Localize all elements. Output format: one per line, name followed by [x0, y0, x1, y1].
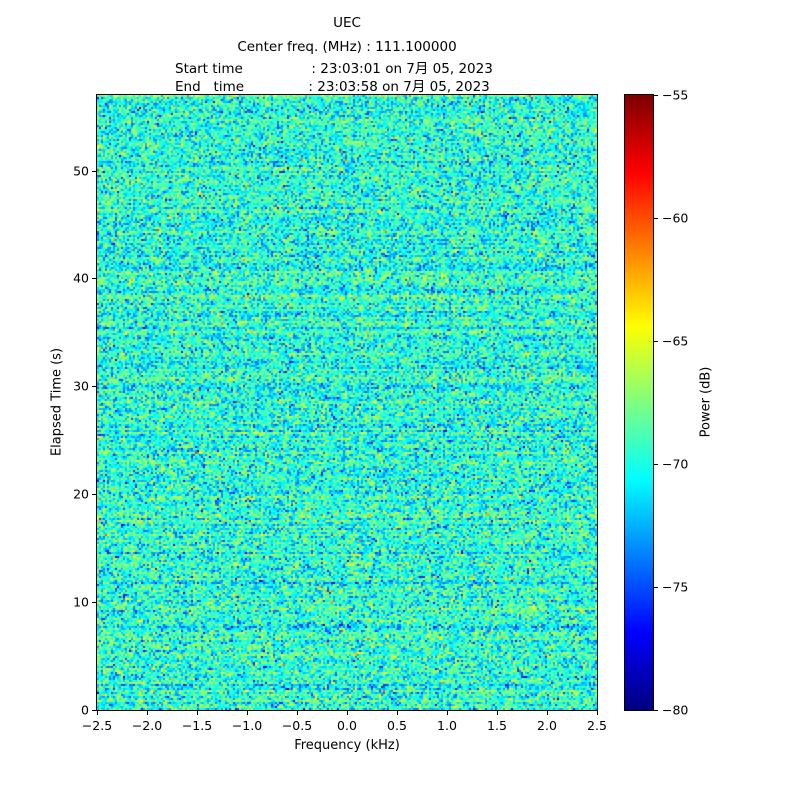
x-tick [147, 711, 148, 715]
x-tick [247, 711, 248, 715]
x-tick [597, 711, 598, 715]
x-tick-label: 1.0 [437, 718, 457, 733]
x-tick-label: −2.5 [81, 718, 113, 733]
colorbar [624, 94, 654, 711]
x-tick [397, 711, 398, 715]
y-tick [92, 170, 96, 172]
x-tick [547, 711, 548, 715]
spectrogram-plot [96, 94, 598, 711]
x-tick-label: 2.0 [537, 718, 557, 733]
colorbar-tick [654, 95, 658, 96]
x-tick-label: −0.5 [281, 718, 313, 733]
y-tick-label: 50 [73, 163, 89, 179]
x-tick [297, 711, 298, 715]
colorbar-tick-label: −65 [662, 333, 689, 349]
colorbar-canvas [625, 95, 653, 710]
y-tick [92, 278, 96, 280]
x-tick-label: −1.0 [231, 718, 263, 733]
y-tick [92, 602, 96, 604]
x-tick [197, 711, 198, 715]
y-tick [92, 494, 96, 496]
x-tick-label: 2.5 [587, 718, 607, 733]
plot-title: UEC [333, 15, 361, 31]
start-time-text: Start time : 23:03:01 on 7月 05, 2023 [175, 61, 493, 77]
colorbar-tick-label: −60 [662, 210, 689, 226]
end-time-text: End time : 23:03:58 on 7月 05, 2023 [175, 79, 490, 95]
x-axis-label: Frequency (kHz) [294, 738, 400, 753]
x-tick-label: 1.5 [487, 718, 507, 733]
x-tick-label: −1.5 [181, 718, 213, 733]
y-tick-label: 0 [81, 702, 89, 718]
colorbar-tick-label: −75 [662, 579, 689, 595]
y-tick-label: 40 [73, 270, 89, 286]
colorbar-tick [654, 218, 658, 219]
y-axis-label: Elapsed Time (s) [49, 347, 65, 457]
colorbar-tick-label: −55 [662, 87, 689, 103]
spectrogram-canvas [97, 95, 597, 710]
colorbar-tick [654, 587, 658, 588]
x-tick-label: 0.0 [337, 718, 357, 733]
x-tick [447, 711, 448, 715]
colorbar-tick-label: −80 [662, 702, 689, 718]
x-tick [97, 711, 98, 715]
x-tick-label: 0.5 [387, 718, 407, 733]
x-tick [497, 711, 498, 715]
y-tick [92, 710, 96, 711]
colorbar-tick [654, 710, 658, 711]
colorbar-tick-label: −70 [662, 456, 689, 472]
y-tick-label: 30 [73, 378, 89, 394]
center-freq-text: Center freq. (MHz) : 111.100000 [237, 39, 457, 55]
colorbar-tick [654, 464, 658, 465]
y-tick-label: 10 [73, 594, 89, 610]
y-tick-label: 20 [73, 486, 89, 502]
x-tick-label: −2.0 [131, 718, 163, 733]
colorbar-label: Power (dB) [698, 366, 714, 438]
colorbar-tick [654, 341, 658, 342]
x-tick [347, 711, 348, 715]
y-tick [92, 386, 96, 388]
